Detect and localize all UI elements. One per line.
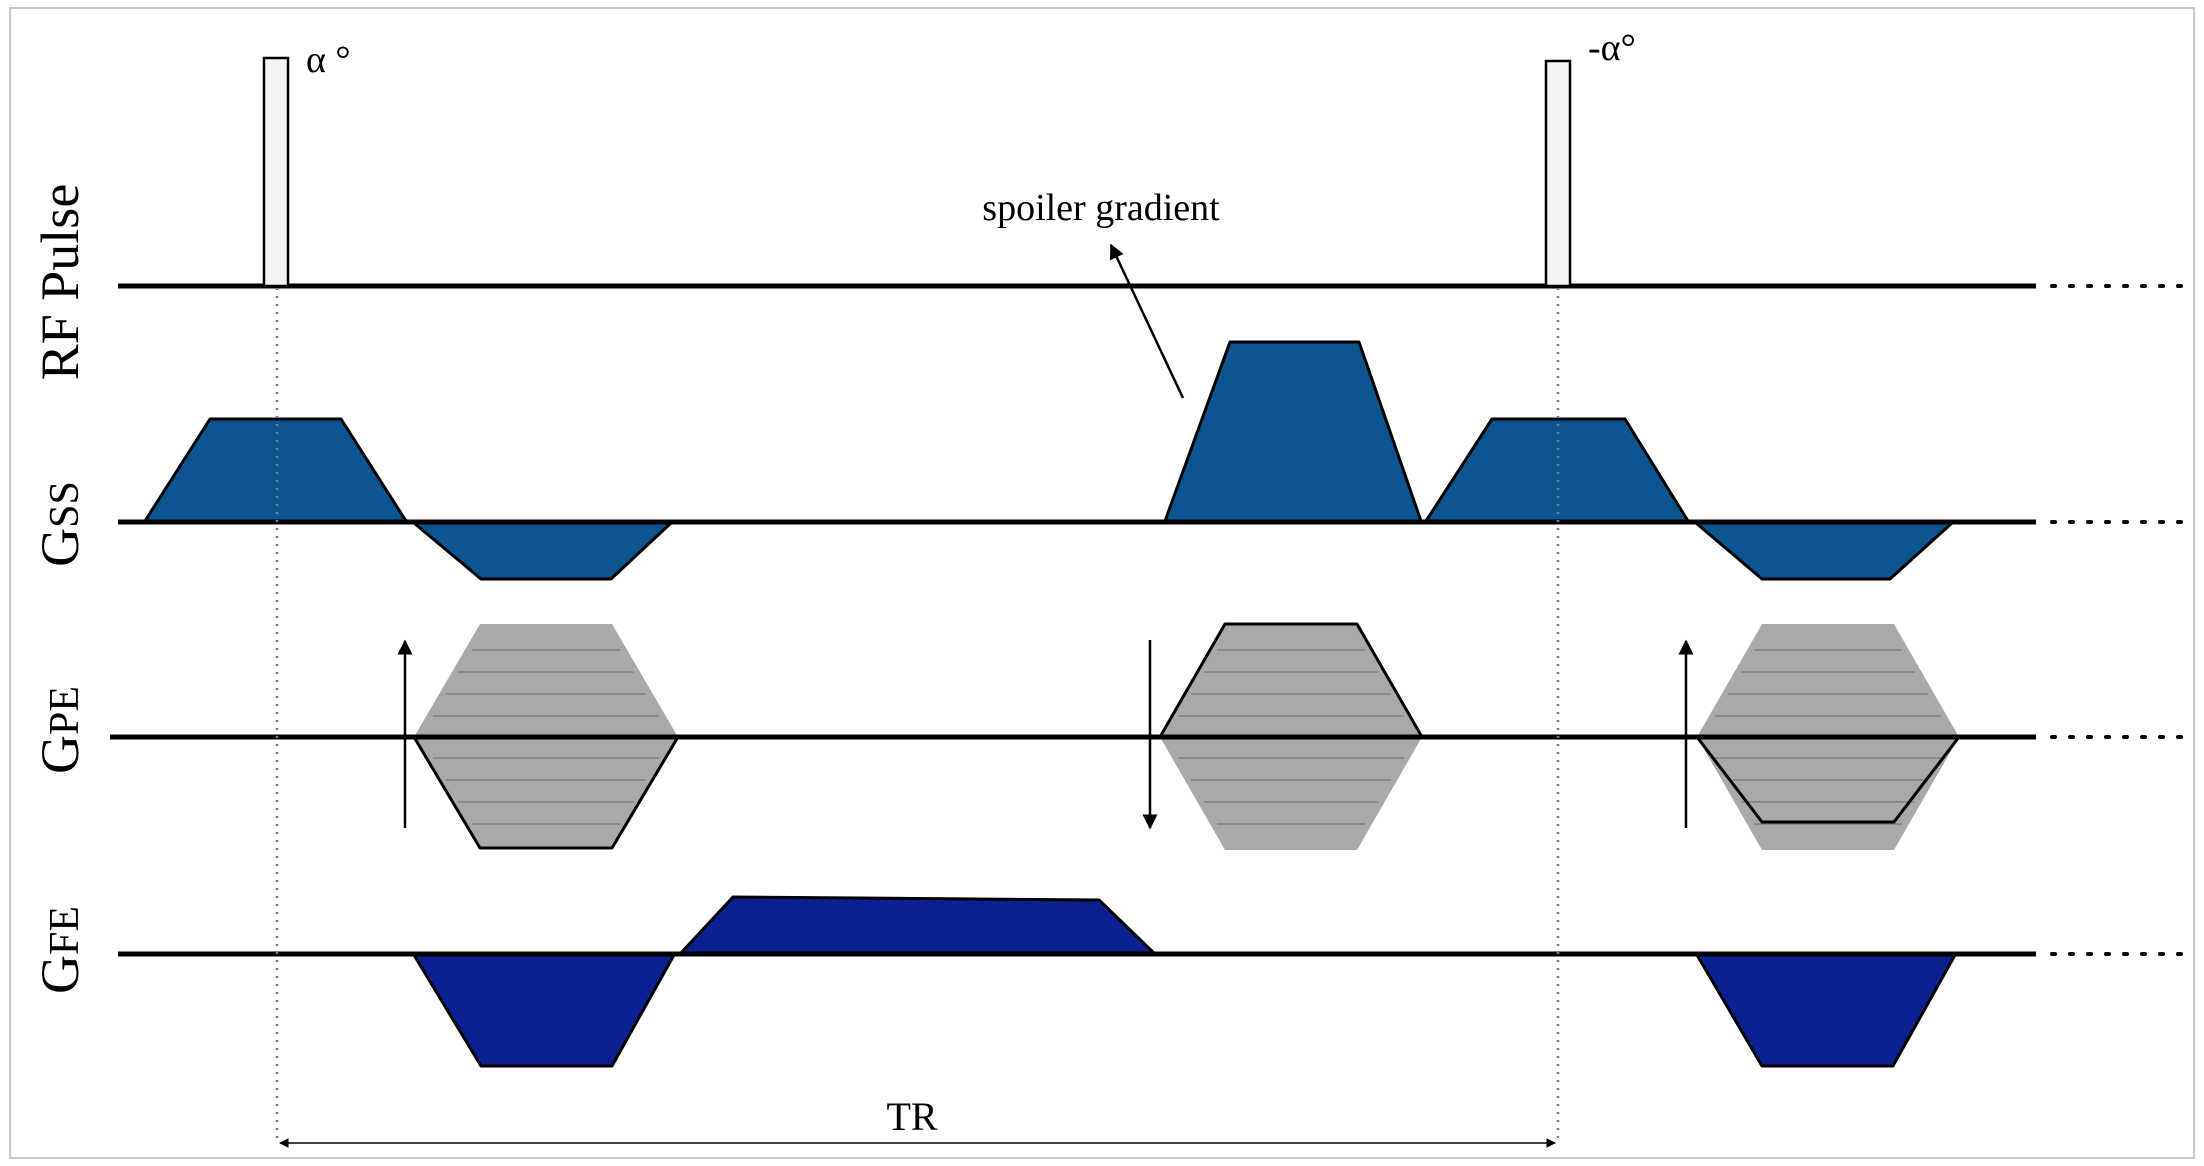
gss-slice-select-lobe [143, 417, 408, 523]
gss-rephase-lobe-second [1694, 521, 1954, 581]
spoiler-arrow [1109, 243, 1185, 399]
gss-rephase-lobe [412, 521, 673, 581]
tr-label: TR [886, 1094, 937, 1139]
gpe-axis-label: GPE [30, 686, 90, 774]
rf-pulse-first-label: α ° [306, 39, 351, 81]
spoiler-gradient-label: spoiler gradient [982, 187, 1220, 229]
gss-slice-select-lobe-second [1424, 417, 1690, 523]
gfe-axis-label: GFE [30, 906, 90, 994]
gss-spoiler-lobe [1163, 340, 1423, 523]
rf-pulse-second-label: -α° [1588, 27, 1636, 69]
rf-pulse-second [1544, 59, 1572, 288]
gfe-readout-lobe [678, 895, 1157, 956]
rf-axis-label: RF Pulse [30, 184, 90, 381]
gss-axis-label: GSS [30, 481, 90, 567]
rf-pulse-first [262, 56, 290, 288]
